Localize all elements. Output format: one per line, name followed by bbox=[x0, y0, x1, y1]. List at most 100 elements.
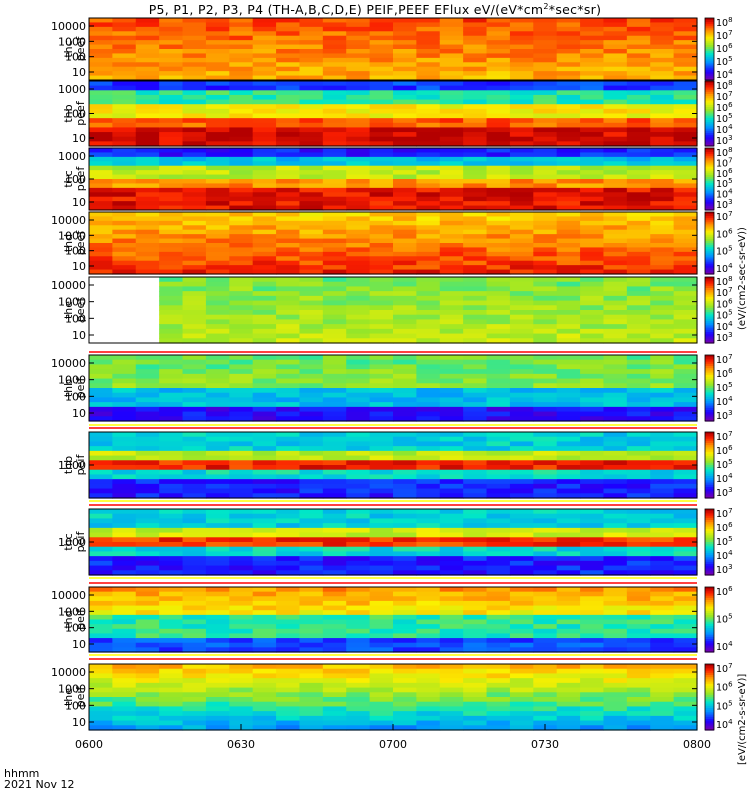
heatmap-cell bbox=[486, 388, 511, 394]
heatmap-cell bbox=[346, 479, 371, 485]
heatmap-cell bbox=[182, 183, 207, 189]
heatmap-cell bbox=[369, 493, 394, 499]
heatmap-cell bbox=[299, 291, 324, 297]
heatmap-cell bbox=[276, 187, 301, 193]
heatmap-cell bbox=[205, 281, 230, 288]
heatmap-cell bbox=[673, 291, 698, 297]
colorbar-swatch bbox=[705, 561, 714, 565]
heatmap-cell bbox=[322, 75, 347, 81]
heatmap-cell bbox=[229, 687, 254, 693]
heatmap-cell bbox=[486, 174, 511, 180]
colorbar-swatch bbox=[705, 641, 714, 644]
heatmap-cell bbox=[509, 469, 534, 476]
heatmap-cell bbox=[626, 277, 651, 283]
heatmap-cell bbox=[322, 432, 347, 438]
heatmap-cell bbox=[299, 546, 324, 553]
heatmap-cell bbox=[229, 565, 254, 571]
heatmap-cell bbox=[135, 22, 160, 28]
heatmap-cell bbox=[89, 187, 113, 193]
heatmap-cell bbox=[673, 328, 698, 335]
heatmap-cell bbox=[626, 201, 651, 207]
heatmap-cell bbox=[556, 570, 581, 576]
heatmap-cell bbox=[556, 647, 581, 653]
heatmap-cell bbox=[322, 673, 347, 679]
heatmap-cell bbox=[322, 35, 347, 41]
colorbar-swatch bbox=[705, 340, 714, 344]
heatmap-cell bbox=[299, 587, 324, 593]
heatmap-cell bbox=[229, 338, 254, 344]
heatmap-cell bbox=[603, 697, 628, 703]
heatmap-cell bbox=[89, 170, 113, 176]
heatmap-cell bbox=[346, 132, 371, 138]
heatmap-cell bbox=[580, 234, 605, 240]
heatmap-cell bbox=[346, 706, 371, 712]
heatmap-cell bbox=[322, 383, 347, 389]
heatmap-cell bbox=[533, 201, 558, 207]
heatmap-cell bbox=[229, 174, 254, 180]
heatmap-cell bbox=[509, 18, 534, 24]
heatmap-cell bbox=[463, 265, 488, 271]
colorbar-swatch bbox=[705, 535, 714, 539]
heatmap-cell bbox=[439, 238, 464, 244]
colorbar-swatch bbox=[705, 688, 714, 691]
heatmap-cell bbox=[580, 277, 605, 283]
heatmap-cell bbox=[89, 474, 113, 480]
heatmap-cell bbox=[486, 633, 511, 639]
heatmap-cell bbox=[346, 532, 371, 538]
heatmap-cell bbox=[276, 436, 301, 443]
heatmap-cell bbox=[89, 225, 113, 231]
heatmap-cell bbox=[439, 701, 464, 708]
heatmap-cell bbox=[509, 216, 534, 222]
heatmap-cell bbox=[509, 295, 534, 302]
colorbar-swatch bbox=[705, 608, 714, 612]
heatmap-cell bbox=[346, 483, 371, 490]
heatmap-cell bbox=[650, 201, 675, 207]
heatmap-cell bbox=[276, 383, 301, 389]
heatmap-cell bbox=[159, 333, 184, 339]
heatmap-cell bbox=[603, 383, 628, 389]
heatmap-cell bbox=[229, 113, 254, 119]
heatmap-cell bbox=[252, 614, 277, 621]
heatmap-cell bbox=[486, 118, 511, 124]
heatmap-cell bbox=[159, 509, 184, 515]
heatmap-cell bbox=[276, 277, 301, 283]
heatmap-cell bbox=[89, 118, 113, 124]
heatmap-cell bbox=[229, 127, 254, 133]
heatmap-cell bbox=[229, 319, 254, 325]
heatmap-cell bbox=[626, 136, 651, 142]
heatmap-cell bbox=[673, 565, 698, 571]
heatmap-cell bbox=[626, 725, 651, 731]
heatmap-cell bbox=[393, 628, 417, 635]
heatmap-cell bbox=[276, 196, 301, 202]
heatmap-cell bbox=[556, 196, 581, 202]
colorbar-frame bbox=[704, 663, 715, 731]
heatmap-cell bbox=[299, 113, 324, 119]
heatmap-cell bbox=[252, 697, 277, 703]
heatmap-cell bbox=[463, 314, 488, 321]
heatmap-cell bbox=[346, 715, 371, 722]
heatmap-cell bbox=[463, 605, 488, 611]
heatmap-cell bbox=[626, 40, 651, 46]
heatmap-cell bbox=[416, 383, 441, 389]
heatmap-cell bbox=[393, 692, 417, 698]
heatmap-cell bbox=[182, 668, 207, 675]
colorbar-swatch bbox=[705, 220, 714, 223]
heatmap-cell bbox=[205, 295, 230, 302]
colorbar-swatch bbox=[705, 412, 714, 415]
heatmap-cell bbox=[229, 633, 254, 639]
heatmap-cell bbox=[346, 57, 371, 63]
colorbar-swatch bbox=[705, 628, 714, 631]
heatmap-cell bbox=[229, 90, 254, 96]
heatmap-cell bbox=[205, 450, 230, 457]
heatmap-cell bbox=[135, 518, 160, 524]
heatmap-cell bbox=[322, 479, 347, 485]
heatmap-cell bbox=[626, 205, 651, 211]
heatmap-cell bbox=[112, 509, 137, 515]
heatmap-cell bbox=[322, 560, 347, 567]
heatmap-cell bbox=[346, 90, 371, 96]
heatmap-cell bbox=[486, 94, 511, 101]
heatmap-cell bbox=[182, 18, 207, 24]
heatmap-cell bbox=[299, 479, 324, 485]
heatmap-cell bbox=[463, 610, 488, 616]
heatmap-cell bbox=[533, 328, 558, 335]
